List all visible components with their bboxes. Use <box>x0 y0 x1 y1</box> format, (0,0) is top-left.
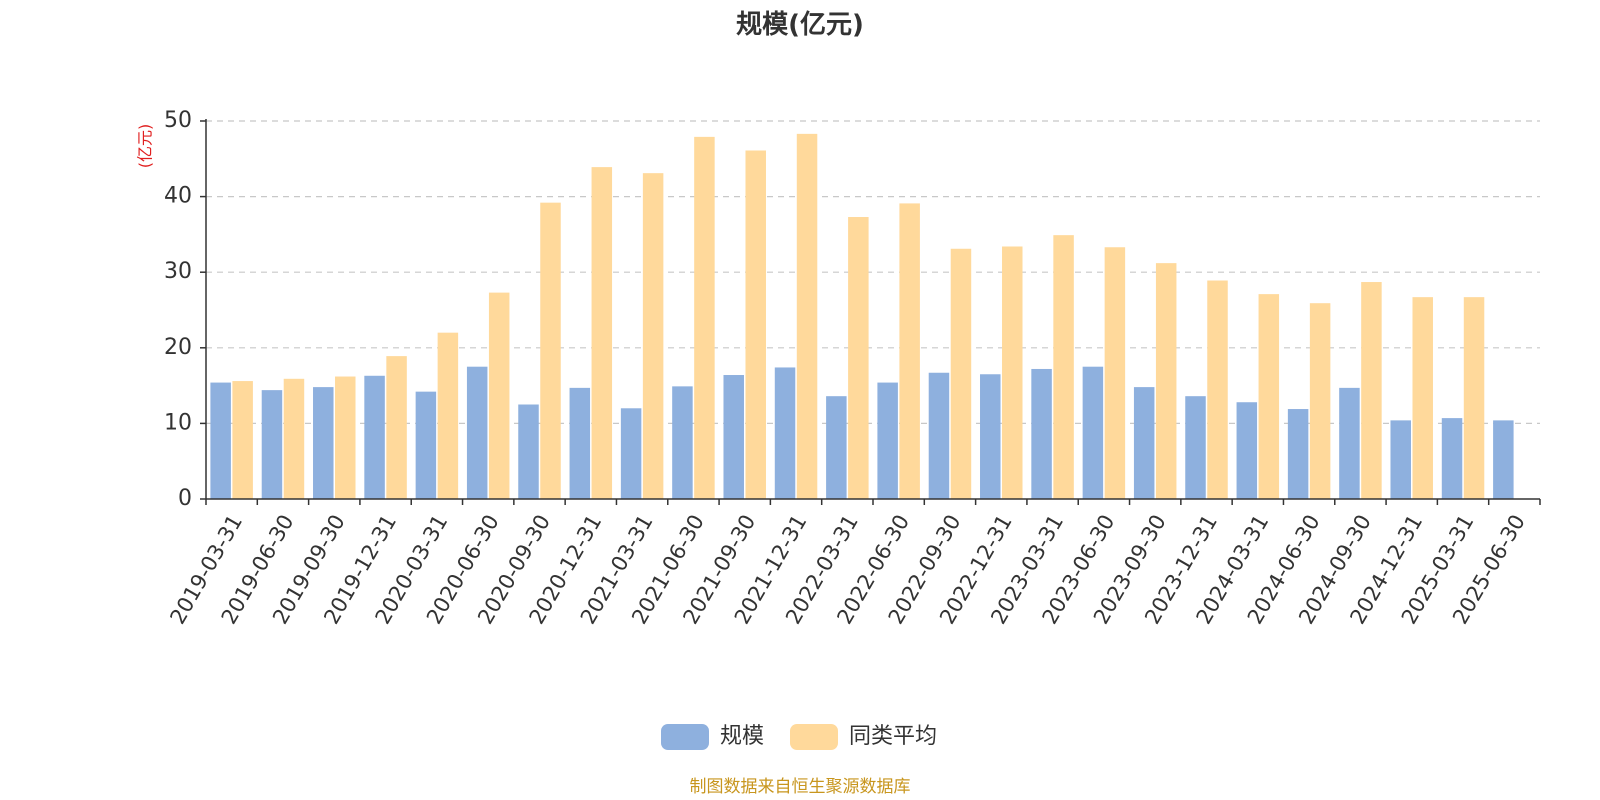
legend: 规模 同类平均 <box>661 724 937 750</box>
bar-scale <box>1390 420 1411 499</box>
bar-scale <box>364 375 385 499</box>
bar-peer-average <box>950 248 972 499</box>
bar-peer-average <box>232 381 253 499</box>
y-tick-label: 40 <box>164 184 192 209</box>
bar-peer-average <box>540 202 561 499</box>
bar-scale <box>774 367 796 499</box>
bar-scale <box>1133 387 1155 499</box>
bar-peer-average <box>899 203 920 500</box>
bars <box>210 133 1514 500</box>
bar-scale <box>826 396 847 499</box>
bar-peer-average <box>1155 263 1177 499</box>
bar-peer-average <box>1258 294 1280 499</box>
bar-scale <box>1082 366 1104 499</box>
bar-scale <box>518 404 539 499</box>
bar-scale <box>877 382 898 499</box>
bar-peer-average <box>1463 297 1485 499</box>
bar-scale <box>1493 420 1514 499</box>
bar-scale <box>1031 368 1052 499</box>
bar-peer-average <box>1053 235 1074 499</box>
bar-scale <box>313 387 334 499</box>
bar-scale <box>261 390 283 499</box>
bar-peer-average <box>386 356 407 499</box>
bar-scale <box>569 387 591 499</box>
chart-title: 规模(亿元) <box>736 10 864 40</box>
bar-peer-average <box>488 292 510 499</box>
bar-peer-average <box>335 376 356 499</box>
bar-peer-average <box>591 167 613 499</box>
y-tick-label: 10 <box>164 410 192 435</box>
y-axis-ticks: 0 10 20 30 40 50 <box>164 108 206 511</box>
bar-scale <box>1287 409 1309 499</box>
bar-peer-average <box>1207 280 1228 499</box>
bar-peer-average <box>1002 246 1023 499</box>
bar-scale <box>1236 402 1258 499</box>
bar-peer-average <box>1309 303 1331 499</box>
legend-label-peer-average: 同类平均 <box>849 724 937 749</box>
bar-scale <box>980 374 1001 499</box>
bar-scale <box>1185 396 1206 499</box>
bar-peer-average <box>796 133 818 500</box>
y-tick-label: 30 <box>164 259 192 284</box>
legend-swatch-peer-average <box>790 724 838 750</box>
bar-peer-average <box>1361 282 1382 499</box>
bar-peer-average <box>848 217 869 499</box>
source-note: 制图数据来自恒生聚源数据库 <box>690 777 911 797</box>
bar-scale <box>1339 387 1360 499</box>
bar-scale <box>415 391 437 499</box>
bar-scale <box>210 382 231 499</box>
bar-peer-average <box>745 150 766 499</box>
bar-scale <box>672 386 693 499</box>
bar-peer-average <box>642 173 664 499</box>
bar-peer-average <box>1412 297 1433 499</box>
bar-scale <box>1441 418 1463 499</box>
x-axis-ticks: 2019-03-312019-06-302019-09-302019-12-31… <box>165 511 1530 629</box>
bar-scale <box>620 408 642 499</box>
bar-peer-average <box>283 378 305 499</box>
bar-scale <box>723 375 744 499</box>
bar-peer-average <box>1104 247 1126 499</box>
y-axis-unit-label: (亿元) <box>136 124 155 169</box>
bar-scale <box>928 372 950 499</box>
legend-swatch-scale <box>661 724 709 750</box>
bar-peer-average <box>437 332 459 499</box>
y-tick-label: 50 <box>164 108 192 133</box>
bar-scale <box>466 366 488 499</box>
legend-label-scale: 规模 <box>720 724 764 749</box>
bar-peer-average <box>694 136 715 499</box>
y-tick-label: 0 <box>178 486 192 511</box>
y-tick-label: 20 <box>164 335 192 360</box>
axes <box>205 119 1541 505</box>
